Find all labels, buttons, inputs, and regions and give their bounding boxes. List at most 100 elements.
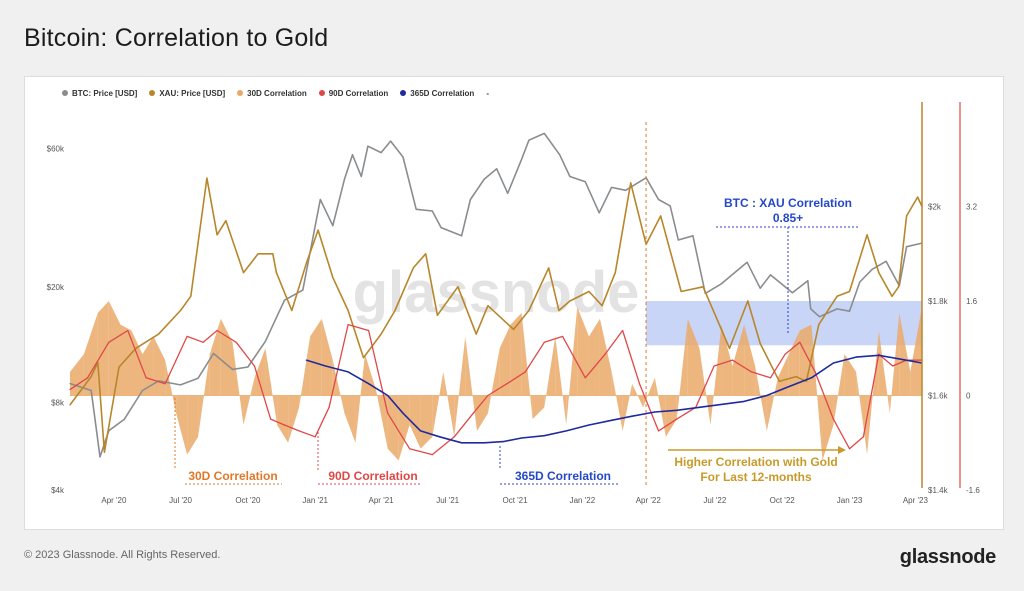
xau-price-line-point (412, 267, 414, 269)
corr30-area-segment (355, 354, 365, 443)
corr90-line-point (832, 418, 835, 420)
xau-price-line-point (702, 286, 704, 288)
corr30-area-segment (687, 318, 700, 396)
legend-item-dash[interactable]: - (486, 89, 489, 98)
corr30-area-segment (209, 318, 221, 396)
xau-price-line-point (475, 333, 477, 335)
btc-price-line-point (99, 456, 101, 458)
btc-price-line-point (657, 198, 660, 201)
corr90-line-point (784, 353, 786, 355)
corr365-line-point (565, 430, 567, 432)
corr365-line-point (420, 430, 422, 432)
btc-price-line-point (264, 340, 267, 342)
btc-price-line-point (624, 189, 627, 191)
btc-price-line-point (871, 268, 873, 270)
corr365-line (306, 354, 923, 444)
btc-price-line-point (431, 210, 433, 212)
corr365-line-point (698, 406, 701, 408)
btc-price-line-point (231, 368, 234, 371)
corr30-area-segment (409, 395, 421, 449)
footer-brand-logo[interactable]: glassnode (899, 546, 997, 568)
btc-price-line-point (528, 139, 530, 141)
btc-price-line-point (440, 227, 442, 229)
legend-label-xau: XAU: Price [USD] (159, 88, 226, 98)
corr30-area-segment (588, 318, 600, 396)
xau-price-line-point (457, 286, 459, 288)
corr30-area-segment (420, 395, 433, 449)
x-axis-tick-label: Apr '20 (101, 496, 127, 505)
corr365-line-point (439, 436, 441, 438)
corr30-area-segment (454, 336, 466, 437)
xau-price-line-point (257, 253, 259, 255)
btc-price-line-point (559, 154, 561, 156)
corr30-area-segment (364, 354, 376, 396)
watermark: glassnode (353, 260, 640, 325)
xau-price-line-point (848, 290, 851, 293)
corr90-line-point (269, 418, 272, 420)
corr30-area-segment (332, 360, 345, 414)
btc-price-line-point (332, 225, 334, 227)
xau-price-line-point (242, 272, 245, 274)
corr365-line-point (460, 442, 463, 444)
corr30-area-segment (387, 395, 399, 461)
corr90-line-point (506, 383, 508, 385)
xau-price-line-point (601, 305, 603, 307)
x-axis-tick-label: Jan '23 (837, 496, 863, 505)
legend-item-xau[interactable]: XAU: Price [USD] (149, 89, 225, 98)
corr365-line-point (305, 359, 308, 361)
corr30-area-segment (344, 395, 356, 443)
xau-price-line-point (778, 380, 780, 382)
legend-item-corr365[interactable]: 365D Correlation (400, 89, 474, 98)
left-axis-tick-label: $4k (51, 486, 65, 495)
corr90-line-point (431, 453, 433, 456)
btc-price-line-point (807, 280, 809, 282)
xau-price-line-point (614, 272, 616, 274)
xau-price-line-point (891, 295, 893, 297)
xau-price-line-point (347, 309, 349, 312)
corr90-line-point (472, 412, 474, 414)
btc-price-line-point (483, 178, 485, 180)
legend-dot-corr365 (400, 90, 407, 96)
corr30-area-segment (288, 395, 300, 443)
xau-price-line-point (103, 451, 106, 453)
xau-price-line-point (795, 376, 797, 378)
corr365-line-point (810, 377, 813, 379)
corr90-line-point (202, 341, 204, 343)
annotation-btc-xau-line2: 0.85+ (773, 211, 803, 225)
corr365-line-point (543, 435, 545, 437)
corr30-area-segment (878, 330, 890, 414)
corr90-line-point (387, 412, 389, 414)
corr30-area-segment (611, 371, 623, 431)
legend-item-corr90[interactable]: 90D Correlation (318, 89, 388, 98)
corr30-area-segment (83, 312, 98, 396)
btc-price-line-point (343, 178, 346, 180)
corr365-line-point (631, 415, 633, 417)
x-axis-tick-label: Oct '21 (502, 496, 528, 505)
corr90-line-point (750, 371, 753, 373)
x-axis-tick-label: Jul '22 (703, 496, 726, 505)
corr30-area-segment (487, 348, 500, 414)
xau-price-line-point (588, 290, 590, 293)
legend-dot-xau (149, 90, 156, 96)
corr90-line-point (283, 424, 286, 426)
btc-price-line-point (402, 156, 404, 158)
btc-price-line-point (69, 382, 71, 385)
x-axis-tick-label: Oct '22 (770, 496, 796, 505)
x-axis-tick-label: Apr '22 (636, 496, 662, 505)
x-axis-tick-label: Apr '23 (903, 496, 929, 505)
corr30-area-segment (521, 312, 533, 420)
corr30-area-segment (844, 354, 857, 396)
xau-price-line-point (90, 376, 92, 378)
legend-item-btc[interactable]: BTC: Price [USD] (62, 89, 137, 98)
corr30-area-segment (755, 365, 767, 431)
xau-price-line-point (897, 286, 900, 288)
mid-axis-tick-label: $2k (928, 203, 942, 212)
xau-price-line-point (866, 234, 868, 236)
xau-price-line-point (157, 333, 160, 335)
corr365-line-point (588, 424, 590, 426)
legend-item-corr30[interactable]: 30D Correlation (237, 89, 307, 98)
corr30-area-segment (799, 324, 812, 396)
corr90-line-point (657, 430, 660, 432)
btc-price-line-point (720, 283, 723, 285)
btc-price-line-point (469, 198, 471, 201)
